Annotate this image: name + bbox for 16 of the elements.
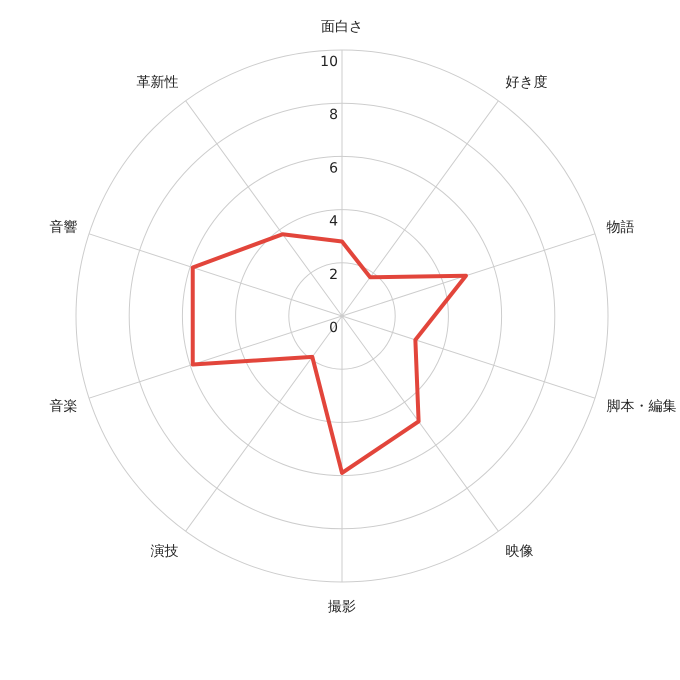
spoke-label: 物語	[606, 219, 634, 236]
spoke-label: 音響	[50, 219, 78, 236]
spoke-label: 脚本・編集	[606, 398, 676, 415]
y-tick-label: 10	[320, 54, 338, 70]
y-tick-label: 4	[329, 214, 338, 230]
spoke-label: 映像	[505, 544, 534, 560]
spoke-label: 音楽	[50, 398, 78, 415]
spoke-label: 革新性	[136, 74, 179, 90]
y-tick-label: 0	[329, 320, 338, 336]
spoke-label: 好き度	[505, 74, 548, 90]
y-tick-label: 2	[329, 266, 338, 283]
spoke-label: 面白さ	[321, 19, 363, 35]
spoke-label: 演技	[150, 544, 179, 560]
y-tick-label: 8	[329, 107, 338, 124]
spoke-label: 撮影	[328, 599, 356, 615]
y-tick-label: 6	[329, 160, 338, 176]
